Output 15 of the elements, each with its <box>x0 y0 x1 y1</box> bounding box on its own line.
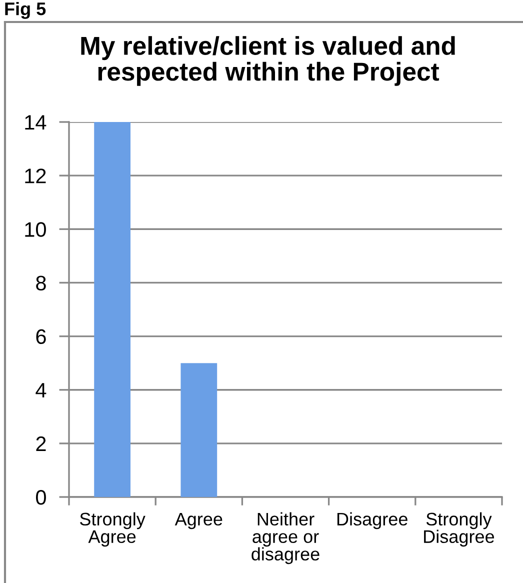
x-tick-label: Strongly Agree <box>80 512 146 547</box>
x-tick-label: Agree <box>174 512 222 530</box>
y-tick-label: 6 <box>36 329 46 344</box>
y-tick-label: 4 <box>36 383 46 398</box>
x-tick-label: Strongly Disagree <box>424 512 494 547</box>
y-tick-label: 0 <box>36 490 46 505</box>
y-tick-label: 10 <box>25 222 46 237</box>
caption: Fig 5 <box>5 2 46 19</box>
chart-title: My relative/client is valued and respected within the Project <box>81 36 455 86</box>
x-tick-label: Disagree <box>337 512 408 530</box>
x-tick-label: Neither agree or disagree <box>252 512 320 564</box>
y-tick-label: 12 <box>25 168 46 184</box>
y-tick-label: 14 <box>25 115 46 130</box>
y-tick-label: 2 <box>36 436 46 451</box>
y-tick-label: 8 <box>36 276 46 290</box>
